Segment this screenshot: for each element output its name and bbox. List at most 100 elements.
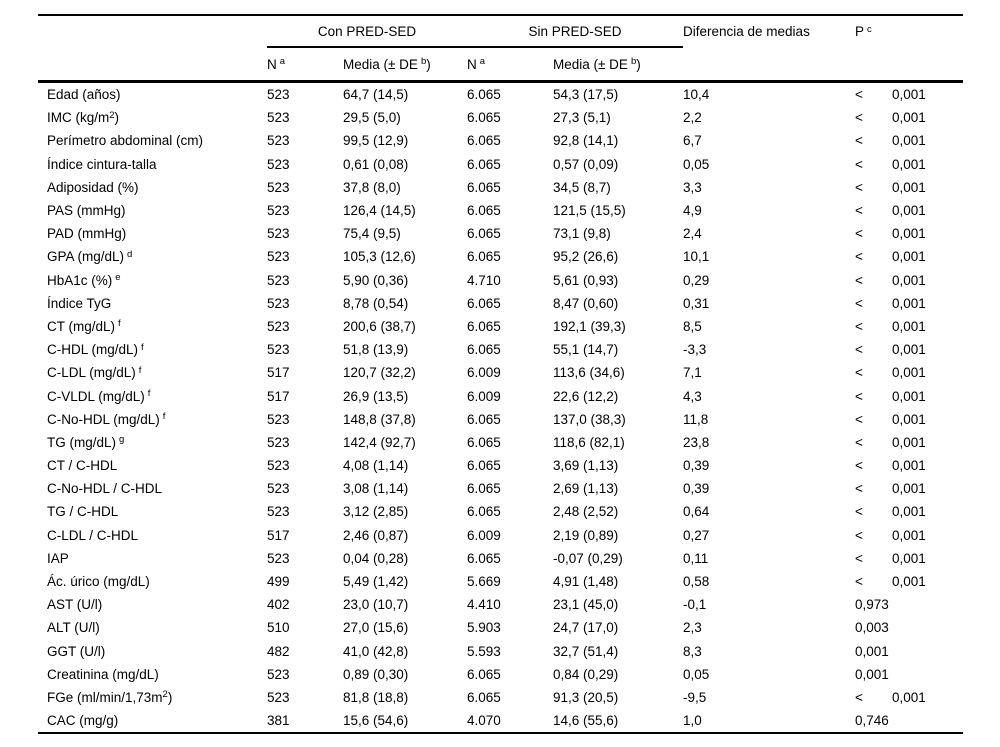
cell-diff-of-means: 23,8 — [683, 434, 710, 450]
cell-n-con: 499 — [267, 574, 290, 590]
row-label: PAD (mmHg) — [47, 226, 127, 242]
p-header-superscript: c — [867, 23, 872, 35]
cell-n-con: 523 — [267, 411, 290, 427]
cell-media-sin: 2,69 (1,13) — [553, 481, 619, 497]
row-label: C-No-HDL (mg/dL) f — [47, 411, 166, 427]
cell-p-value: 0,746 — [855, 709, 963, 733]
cell-diff-of-means: 0,05 — [683, 666, 710, 682]
less-than-sign: < — [855, 504, 863, 520]
cell-diff-of-means: 0,39 — [683, 458, 710, 474]
p-value: 0,001 — [892, 110, 926, 126]
cell-p-value: <0,001 — [855, 199, 963, 222]
cell-n-con: 523 — [267, 226, 290, 242]
cell-p-value: <0,001 — [855, 292, 963, 315]
cell-n-sin: 6.065 — [467, 411, 501, 427]
cell-media-sin: 24,7 (17,0) — [553, 620, 619, 636]
cell-media-sin: 14,6 (55,6) — [553, 713, 619, 729]
row-label: GGT (U/l) — [47, 643, 106, 659]
table-row: PAS (mmHg) 523 126,4 (14,5) 6.065 121,5 (15,… — [38, 199, 963, 222]
cell-media-con: 15,6 (54,6) — [343, 713, 409, 729]
cell-diff-of-means: 2,2 — [683, 110, 702, 126]
row-label: IMC (kg/m2) — [47, 109, 120, 126]
cell-media-con: 81,8 (18,8) — [343, 689, 409, 705]
cell-n-con: 381 — [267, 713, 290, 729]
table-row: Perímetro abdominal (cm) 523 99,5 (12,9) 6.… — [38, 129, 963, 152]
cell-n-sin: 5.903 — [467, 620, 501, 636]
cell-p-value: <0,001 — [855, 245, 963, 268]
cell-media-sin: 91,3 (20,5) — [553, 689, 619, 705]
cell-n-sin: 6.065 — [467, 110, 501, 126]
cell-media-con: 200,6 (38,7) — [343, 318, 416, 334]
cell-p-value: <0,001 — [855, 524, 963, 547]
table-row: C-No-HDL (mg/dL) f 523 148,8 (37,8) 6.065 137… — [38, 408, 963, 431]
table-row: C-HDL (mg/dL) f 523 51,8 (13,9) 6.065 55,1 (1… — [38, 338, 963, 361]
cell-p-value: <0,001 — [855, 686, 963, 709]
cell-media-con: 99,5 (12,9) — [343, 133, 409, 149]
cell-media-sin: 2,19 (0,89) — [553, 527, 619, 543]
table-row: AST (U/l) 402 23,0 (10,7) 4.410 23,1 (45,0) -… — [38, 593, 963, 616]
cell-diff-of-means: -0,1 — [683, 597, 707, 613]
less-than-sign: < — [855, 411, 863, 427]
less-than-sign: < — [855, 318, 863, 334]
cell-p-value: <0,001 — [855, 454, 963, 477]
cell-n-sin: 6.065 — [467, 550, 501, 566]
cell-n-con: 523 — [267, 249, 290, 265]
media-header-con: Media (± DE b) — [343, 47, 467, 83]
label-footnote-superscript: g — [119, 434, 125, 446]
table-row: GPA (mg/dL) d 523 105,3 (12,6) 6.065 95,2 (26… — [38, 245, 963, 268]
table-row: HbA1c (%) e 523 5,90 (0,36) 4.710 5,61 (0,93)… — [38, 269, 963, 292]
cell-n-sin: 6.065 — [467, 318, 501, 334]
cell-p-value: 0,001 — [855, 663, 963, 686]
cell-p-value: <0,001 — [855, 153, 963, 176]
group-header-sin-pred-sed: Sin PRED-SED — [467, 15, 683, 48]
cell-media-sin: 137,0 (38,3) — [553, 411, 626, 427]
less-than-sign: < — [855, 203, 863, 219]
less-than-sign: < — [855, 481, 863, 497]
cell-p-value: <0,001 — [855, 570, 963, 593]
cell-media-con: 8,78 (0,54) — [343, 295, 409, 311]
cell-media-con: 0,61 (0,08) — [343, 156, 409, 172]
row-label: CT / C-HDL — [47, 458, 118, 474]
p-value: 0,001 — [892, 365, 926, 381]
cell-n-con: 523 — [267, 110, 290, 126]
cell-diff-of-means: -9,5 — [683, 689, 707, 705]
cell-n-con: 510 — [267, 620, 290, 636]
cell-media-con: 64,7 (14,5) — [343, 87, 409, 103]
less-than-sign: < — [855, 365, 863, 381]
cell-p-value: <0,001 — [855, 129, 963, 152]
cell-media-con: 41,0 (42,8) — [343, 643, 409, 659]
p-value: 0,001 — [892, 689, 926, 705]
cell-diff-of-means: 8,3 — [683, 643, 702, 659]
p-value: 0,001 — [892, 249, 926, 265]
cell-n-sin: 6.065 — [467, 203, 501, 219]
cell-diff-of-means: 4,9 — [683, 203, 702, 219]
cell-media-con: 3,12 (2,85) — [343, 504, 409, 520]
cell-diff-of-means: 4,3 — [683, 388, 702, 404]
row-label: C-LDL (mg/dL) f — [47, 364, 142, 381]
cell-p-value: <0,001 — [855, 361, 963, 384]
cell-n-sin: 6.009 — [467, 365, 501, 381]
cell-media-sin: -0,07 (0,29) — [553, 550, 623, 566]
table-row: Índice TyG 523 8,78 (0,54) 6.065 8,47 (0,60)… — [38, 292, 963, 315]
cell-n-con: 523 — [267, 666, 290, 682]
less-than-sign: < — [855, 226, 863, 242]
cell-diff-of-means: 0,31 — [683, 295, 710, 311]
n-header-superscript: a — [279, 56, 286, 67]
cell-diff-of-means: 10,4 — [683, 87, 710, 103]
cell-n-con: 523 — [267, 203, 290, 219]
cell-media-sin: 92,8 (14,1) — [553, 133, 619, 149]
media-header-superscript: b — [420, 56, 427, 67]
cell-media-con: 148,8 (37,8) — [343, 411, 416, 427]
less-than-sign: < — [855, 87, 863, 103]
cell-media-con: 27,0 (15,6) — [343, 620, 409, 636]
p-value: 0,001 — [855, 643, 889, 659]
cell-diff-of-means: 6,7 — [683, 133, 702, 149]
row-label: AST (U/l) — [47, 597, 103, 613]
label-footnote-superscript: f — [147, 388, 151, 400]
cell-n-con: 517 — [267, 388, 290, 404]
cell-n-sin: 6.065 — [467, 481, 501, 497]
cell-p-value: 0,973 — [855, 593, 963, 616]
row-label: Índice TyG — [47, 295, 112, 311]
less-than-sign: < — [855, 574, 863, 590]
less-than-sign: < — [855, 527, 863, 543]
